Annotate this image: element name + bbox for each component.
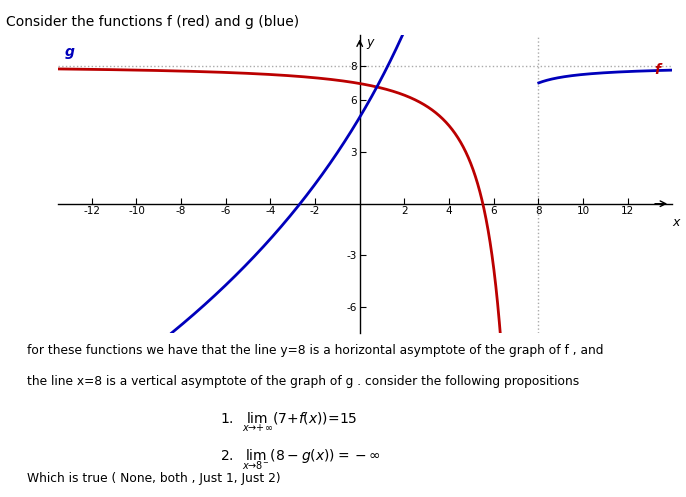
Text: Consider the functions f (red) and g (blue): Consider the functions f (red) and g (bl… bbox=[6, 15, 299, 29]
Text: x: x bbox=[672, 216, 680, 229]
Text: Which is true ( None, both , Just 1, Just 2): Which is true ( None, both , Just 1, Jus… bbox=[27, 472, 281, 485]
Text: the line x=8 is a vertical asymptote of the graph of g . consider the following : the line x=8 is a vertical asymptote of … bbox=[27, 375, 580, 388]
Text: g: g bbox=[65, 45, 75, 59]
Text: 1.  $\lim_{x\to+\infty}\left(7+f(x)\right) = 15$: 1. $\lim_{x\to+\infty}\left(7+f(x)\right… bbox=[220, 410, 357, 434]
Text: y: y bbox=[366, 36, 374, 49]
Text: for these functions we have that the line y=8 is a horizontal asymptote of the g: for these functions we have that the lin… bbox=[27, 344, 604, 357]
Text: 2.  $\lim_{x\to 8^-}\left(8-g(x)\right) = -\infty$: 2. $\lim_{x\to 8^-}\left(8-g(x)\right) =… bbox=[220, 447, 380, 472]
Text: f: f bbox=[654, 64, 661, 78]
